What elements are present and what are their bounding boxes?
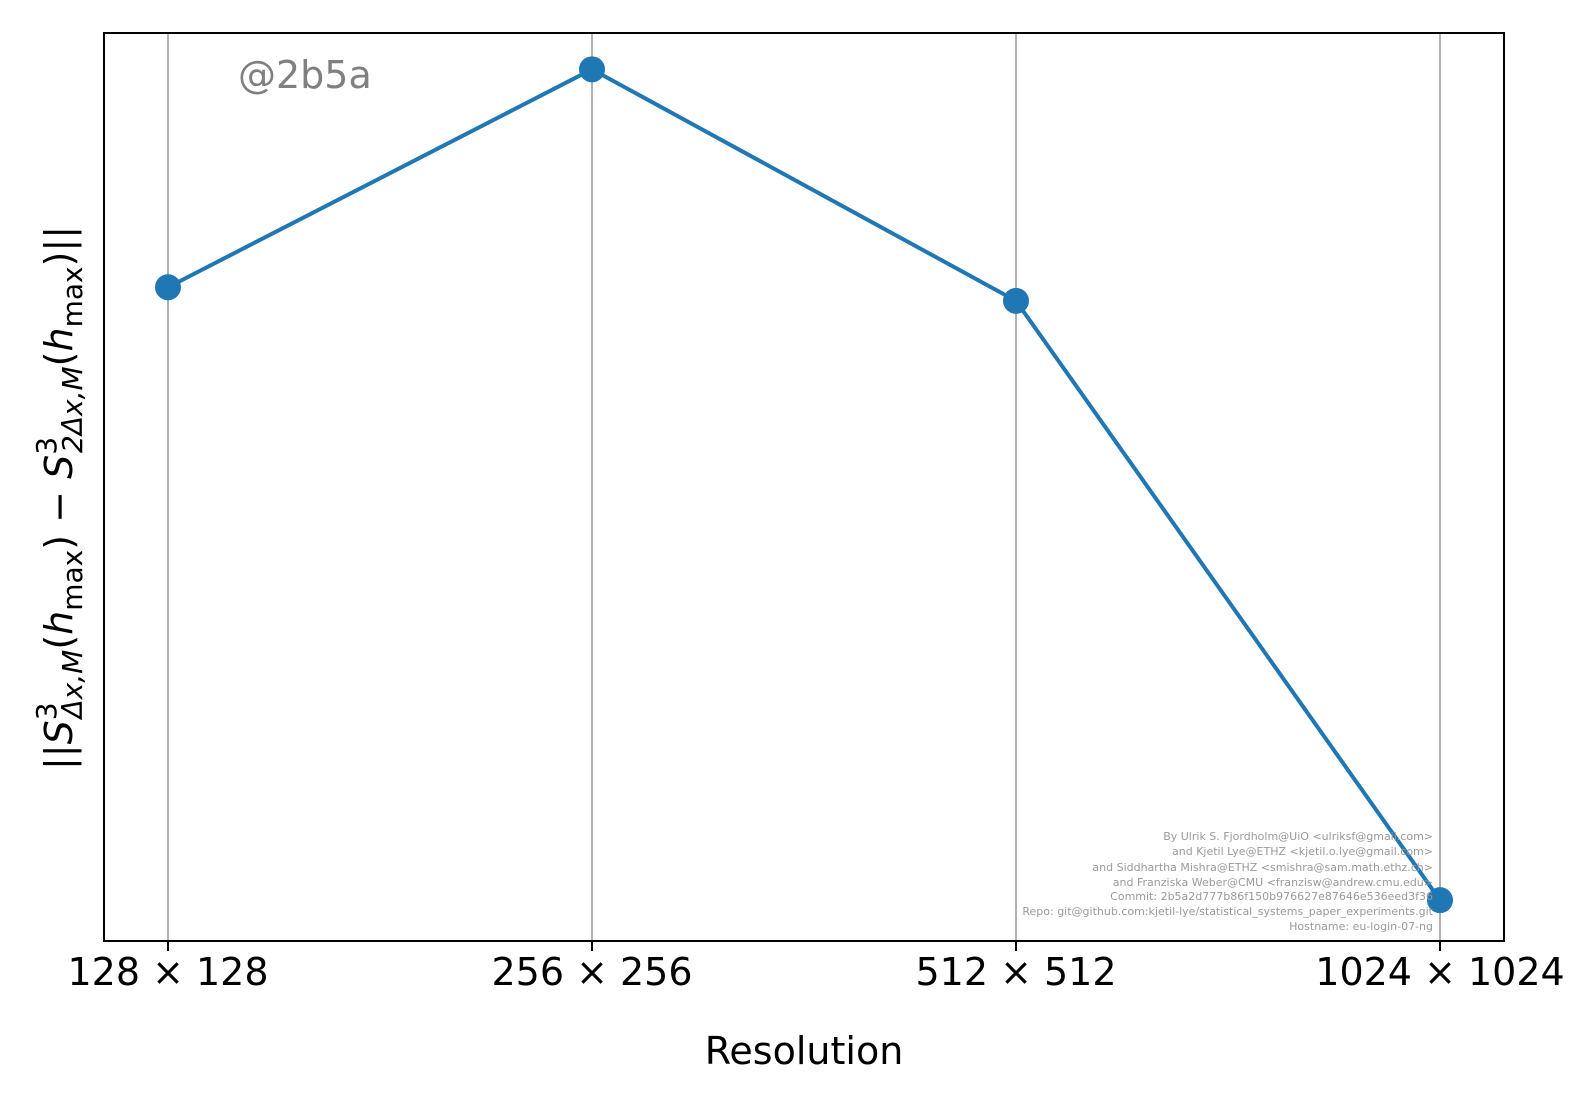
y-axis-title-part: )|| (37, 226, 82, 266)
credit-line: and Siddhartha Mishra@ETHZ <smishra@sam.… (1092, 861, 1433, 874)
x-tick-label: 512 × 512 (915, 950, 1116, 994)
watermark-text: @2b5a (238, 53, 372, 97)
y-axis-title-part: max (56, 550, 89, 611)
data-series (155, 56, 1453, 914)
y-axis-title-part: S (37, 455, 81, 479)
y-axis-title-part: max (56, 266, 89, 327)
credit-line: Hostname: eu-login-07-ng (1289, 920, 1433, 933)
data-point (1427, 887, 1453, 914)
y-axis-title-part: Δx,M (56, 650, 89, 721)
credit-line: Repo: git@github.com:kjetil-lye/statisti… (1022, 905, 1433, 918)
x-tick-label: 128 × 128 (67, 950, 268, 994)
y-axis-title-part: 3 (30, 702, 63, 720)
grid-lines (167, 33, 1441, 941)
y-axis-title-part: S (37, 720, 81, 744)
data-point (155, 274, 181, 301)
y-axis-title: ||S3Δx,M(hmax) − S32Δx,M(hmax)|| (30, 226, 89, 770)
data-point (579, 56, 605, 83)
y-axis-title-part: || (37, 744, 82, 770)
y-axis-title-part: h (37, 327, 81, 351)
y-axis-title-part: 2Δx,M (56, 366, 89, 453)
x-axis-title: Resolution (705, 1029, 904, 1073)
y-axis-title-part: 3 (30, 437, 63, 455)
credit-line: By Ulrik S. Fjordholm@UiO <ulriksf@gmail… (1163, 830, 1433, 843)
y-axis-title-part: h (37, 611, 81, 635)
x-axis-ticks: 128 × 128 256 × 256 512 × 512 1024 × 1024 (67, 941, 1565, 994)
data-point (1003, 287, 1029, 314)
plot-frame (103, 32, 1505, 942)
y-axis-title-part: ) − (37, 479, 81, 550)
credits-block: By Ulrik S. Fjordholm@UiO <ulriksf@gmail… (1022, 830, 1433, 933)
credit-line: Commit: 2b5a2d777b86f150b976627e87646e53… (1110, 890, 1433, 903)
series-line (167, 67, 1442, 902)
credit-line: and Franziska Weber@CMU <franzisw@andrew… (1113, 876, 1433, 889)
y-axis-title-part: ( (37, 352, 81, 367)
y-axis-title-part: ( (37, 635, 81, 650)
y-axis-title-text: ||S3Δx,M(hmax) − S32Δx,M(hmax)|| (30, 226, 89, 770)
x-tick-label: 256 × 256 (491, 950, 692, 994)
credit-line: and Kjetil Lye@ETHZ <kjetil.o.lye@gmail.… (1172, 845, 1433, 858)
x-tick-label: 1024 × 1024 (1315, 950, 1564, 994)
